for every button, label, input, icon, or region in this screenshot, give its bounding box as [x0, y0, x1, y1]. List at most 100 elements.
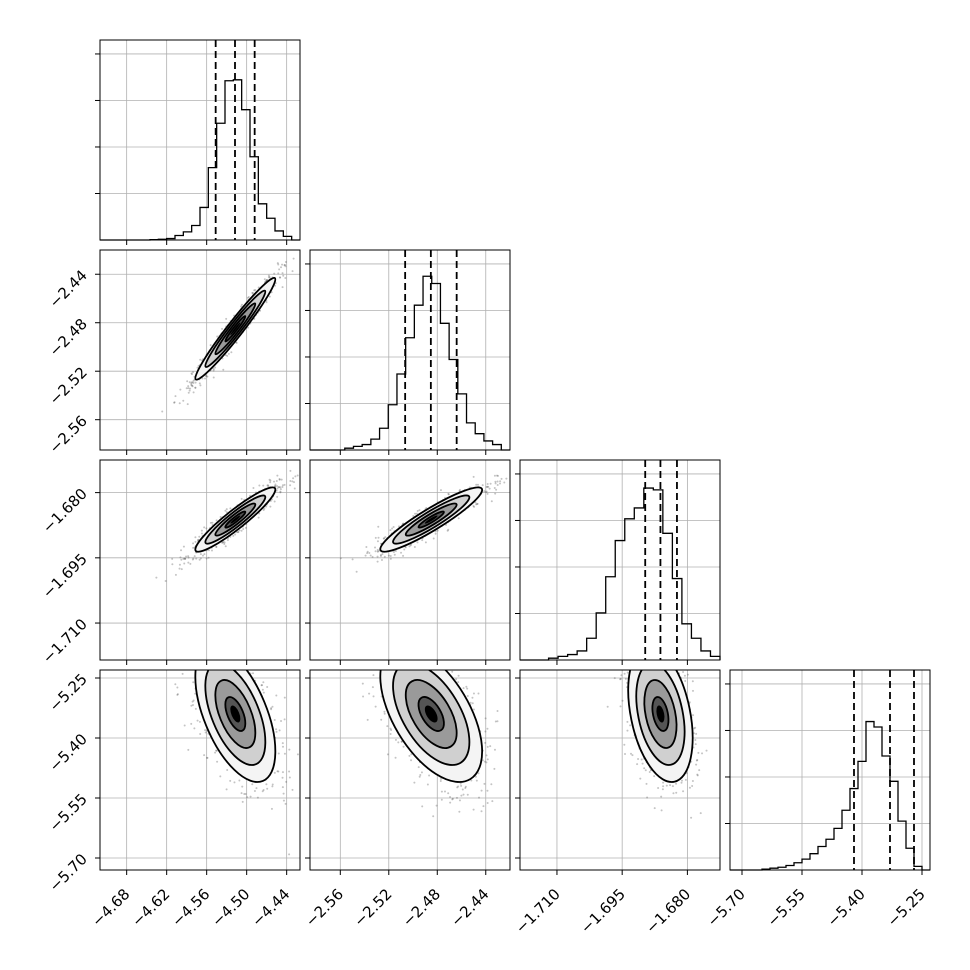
sample-point: [206, 756, 209, 759]
contour-line: [404, 679, 458, 749]
sample-point: [273, 480, 276, 483]
sample-point: [207, 549, 210, 552]
sample-point: [485, 490, 488, 493]
sample-point: [185, 555, 188, 558]
sample-point: [408, 754, 411, 757]
sample-point: [394, 756, 397, 759]
sample-point: [408, 626, 410, 628]
contour-line: [392, 670, 471, 766]
sample-point: [200, 651, 202, 653]
sample-point: [620, 674, 623, 677]
sample-point: [273, 284, 276, 287]
sample-point: [176, 693, 179, 696]
sample-point: [186, 403, 189, 406]
sample-point: [178, 563, 181, 566]
sample-point: [207, 656, 209, 658]
sample-point: [392, 525, 395, 528]
sample-point: [219, 515, 222, 518]
sample-point: [680, 781, 683, 784]
sample-point: [274, 485, 277, 488]
sample-point: [439, 489, 442, 492]
sample-point: [608, 635, 610, 637]
sample-point: [490, 783, 493, 786]
sample-point: [368, 692, 371, 695]
sample-point: [226, 606, 228, 608]
sample-point: [458, 799, 461, 802]
sample-point: [624, 753, 627, 756]
x-tick-label: −2.52: [350, 885, 395, 930]
sample-point: [691, 689, 694, 692]
sample-point: [698, 769, 701, 772]
sample-point: [408, 545, 411, 548]
sample-point: [390, 728, 393, 731]
sample-point: [486, 492, 489, 495]
sample-point: [629, 752, 632, 755]
x-tick-label: −5.70: [704, 885, 749, 930]
sample-point: [262, 681, 265, 684]
sample-point: [626, 729, 629, 732]
sample-point: [486, 802, 489, 805]
sample-point: [661, 643, 663, 645]
sample-point: [695, 763, 698, 766]
scatter-panel-1-3: [99, 459, 301, 661]
sample-point: [277, 263, 280, 266]
sample-point: [223, 655, 225, 657]
sample-point: [190, 704, 193, 707]
sample-point: [476, 483, 479, 486]
sample-point: [494, 482, 497, 485]
sample-point: [476, 503, 479, 506]
y-tick-label: −5.40: [46, 730, 91, 775]
sample-point: [470, 779, 473, 782]
sample-point: [200, 662, 202, 664]
sample-point: [176, 686, 179, 689]
x-tick-label: −4.44: [248, 885, 293, 930]
sample-point: [180, 549, 183, 552]
sample-point: [494, 492, 497, 495]
sample-point: [263, 507, 266, 510]
sample-point: [695, 759, 698, 762]
sample-point: [694, 743, 697, 746]
sample-point: [472, 692, 475, 695]
sample-point: [632, 651, 634, 653]
sample-point: [640, 758, 643, 761]
sample-point: [213, 637, 215, 639]
sample-point: [258, 484, 261, 487]
sample-point: [393, 649, 395, 651]
sample-point: [184, 557, 187, 560]
sample-point: [288, 776, 291, 779]
sample-point: [267, 485, 270, 488]
sample-point: [461, 788, 464, 791]
sample-point: [234, 651, 236, 653]
sample-point: [391, 599, 393, 601]
sample-point: [215, 749, 218, 752]
sample-point: [486, 727, 489, 730]
x-tick-label: −2.56: [302, 885, 347, 930]
sample-point: [194, 707, 197, 710]
sample-point: [410, 657, 412, 659]
sample-point: [188, 381, 191, 384]
sample-point: [188, 389, 191, 392]
sample-point: [205, 557, 208, 560]
sample-point: [660, 795, 663, 798]
sample-point: [260, 684, 263, 687]
sample-point: [207, 652, 209, 654]
panel-frame: [99, 669, 301, 871]
sample-point: [629, 656, 631, 658]
sample-point: [267, 274, 270, 277]
sample-point: [388, 665, 390, 667]
sample-point: [692, 714, 695, 717]
sample-point: [249, 661, 251, 663]
contour-line: [627, 670, 694, 783]
sample-point: [206, 375, 209, 378]
sample-point: [440, 777, 443, 780]
sample-point: [662, 785, 665, 788]
density-peak: [424, 705, 438, 723]
sample-point: [361, 682, 364, 685]
sample-point: [187, 561, 190, 564]
sample-point: [646, 796, 649, 799]
sample-point: [199, 557, 202, 560]
sample-point: [686, 673, 689, 676]
sample-point: [291, 788, 294, 791]
sample-point: [650, 650, 652, 652]
sample-point: [192, 371, 195, 374]
